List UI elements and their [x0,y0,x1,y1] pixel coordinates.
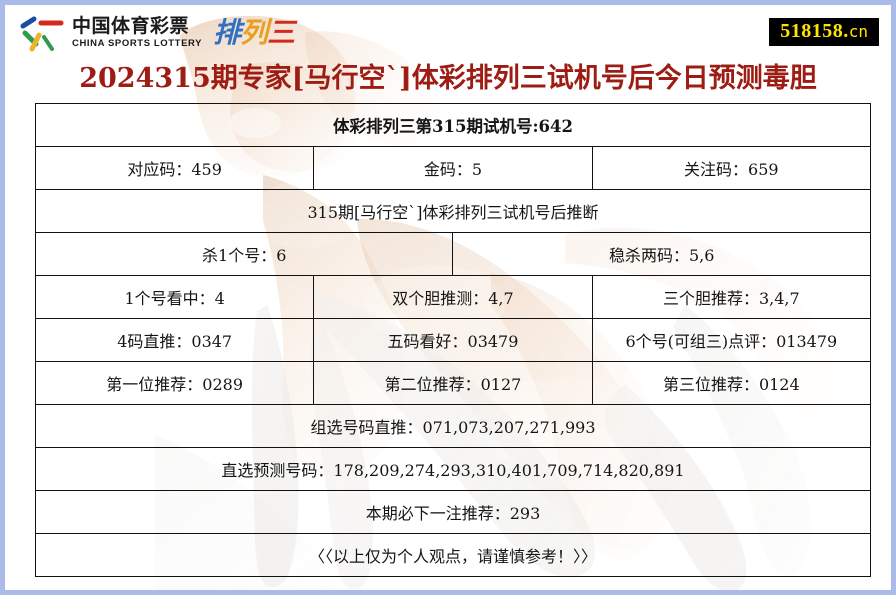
disclaimer-text: 〈〈以上仅为个人观点，请谨慎参考！〉〉 [35,532,871,577]
table-row-code-sets: 4码直推：0347 五码看好：03479 6个号(可组三)点评：013479 [34,317,872,362]
table-row-analysis-header: 315期[马行空`]体彩排列三试机号后推断 [35,188,871,233]
cell-position-two: 第二位推荐：0127 [313,360,593,405]
cell-five-code-favored: 五码看好：03479 [313,317,593,362]
cell-four-code-direct: 4码直推：0347 [34,317,315,362]
table-row-test-number: 体彩排列三第315期试机号:642 [35,102,871,147]
badge-tld-text: cn [848,22,868,41]
cell-corresponding-code: 对应码：459 [34,145,315,190]
table-row-positions: 第一位推荐：0289 第二位推荐：0127 第三位推荐：0124 [34,360,872,405]
cell-position-one: 第一位推荐：0289 [34,360,315,405]
badge-domain-text: 518158. [780,20,849,42]
pls-char-3: 三 [267,16,295,49]
pls-char-2: 列 [240,16,268,49]
pls-char-1: 排 [213,16,241,49]
site-domain-badge: 518158.cn [769,18,879,46]
prediction-table: 体彩排列三第315期试机号:642 对应码：459 金码：5 关注码：659 3… [34,102,872,577]
sports-lottery-logo[interactable]: 中国体育彩票 CHINA SPORTS LOTTERY 排列三 [19,13,295,53]
cell-watch-code: 关注码：659 [591,145,872,190]
lottery-name-en: CHINA SPORTS LOTTERY [72,38,203,50]
test-number-header: 体彩排列三第315期试机号:642 [35,102,871,147]
direct-select-numbers: 直选预测号码：178,209,274,293,310,401,709,714,8… [35,446,871,491]
table-row-kill: 杀1个号：6 稳杀两码：5,6 [34,231,871,276]
cell-three-dan-recommend: 三个胆推荐：3,4,7 [591,274,872,319]
cell-one-number-pick: 1个号看中：4 [34,274,315,319]
cell-kill-one: 杀1个号：6 [34,231,454,276]
cell-six-code-review: 6个号(可组三)点评：013479 [591,317,872,362]
lottery-emblem-icon [20,16,64,52]
lottery-name-cn: 中国体育彩票 [72,15,190,38]
prediction-table-wrap: 体彩排列三第315期试机号:642 对应码：459 金码：5 关注码：659 3… [5,102,891,577]
table-row-direct-select: 直选预测号码：178,209,274,293,310,401,709,714,8… [35,446,871,491]
table-row-disclaimer: 〈〈以上仅为个人观点，请谨慎参考！〉〉 [35,532,871,577]
table-row-must-bet: 本期必下一注推荐：293 [35,489,871,534]
table-row-group-select: 组选号码直推：071,073,207,271,993 [35,403,871,448]
pailie-san-logo: 排列三 [213,16,295,49]
must-bet-recommendation: 本期必下一注推荐：293 [35,489,871,534]
site-header: 中国体育彩票 CHINA SPORTS LOTTERY 排列三 518158.c… [5,5,891,61]
cell-position-three: 第三位推荐：0124 [591,360,872,405]
group-select-numbers: 组选号码直推：071,073,207,271,993 [35,403,871,448]
cell-kill-two: 稳杀两码：5,6 [452,231,871,276]
cell-two-dan-forecast: 双个胆推测：4,7 [313,274,593,319]
page-title: 2024315期专家[马行空`]体彩排列三试机号后今日预测毒胆 [79,63,817,94]
cell-gold-code: 金码：5 [313,145,593,190]
table-row-codes: 对应码：459 金码：5 关注码：659 [34,145,872,190]
table-row-dan: 1个号看中：4 双个胆推测：4,7 三个胆推荐：3,4,7 [34,274,872,319]
analysis-header: 315期[马行空`]体彩排列三试机号后推断 [35,188,871,233]
lottery-logo-text: 中国体育彩票 CHINA SPORTS LOTTERY [72,17,202,49]
